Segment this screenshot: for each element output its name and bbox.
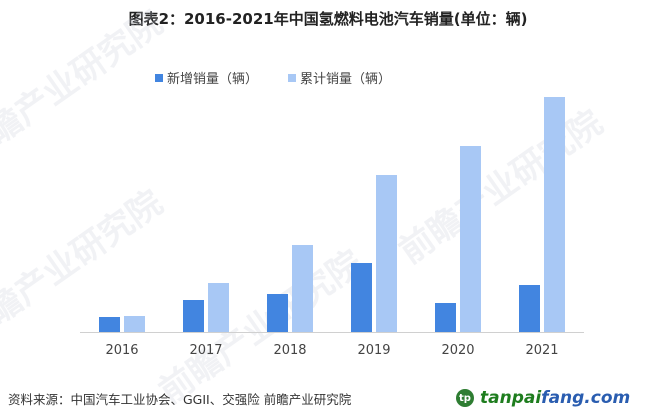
bar-new-2019	[351, 263, 372, 332]
legend-swatch-new-sales	[155, 73, 163, 82]
bar-cumulative-2020	[460, 146, 481, 332]
bar-new-2021	[519, 285, 540, 332]
x-tick-label: 2016	[105, 343, 139, 358]
bar-cumulative-2016	[124, 316, 145, 332]
x-tick-label: 2018	[273, 343, 307, 358]
legend-item-new-sales: 新增销量（辆）	[155, 68, 258, 87]
bar-new-2017	[183, 300, 204, 332]
x-axis-line	[80, 332, 584, 333]
bar-new-2016	[99, 317, 120, 332]
bar-cumulative-2021	[544, 97, 565, 332]
bar-new-2018	[267, 294, 288, 332]
tanpaifang-logo-icon: tp	[456, 389, 474, 407]
legend-item-cumulative-sales: 累计销量（辆）	[288, 68, 391, 87]
legend: 新增销量（辆） 累计销量（辆）	[155, 68, 391, 87]
chart-title: 图表2：2016-2021年中国氢燃料电池汽车销量(单位：辆)	[128, 10, 528, 28]
bar-cumulative-2019	[376, 175, 397, 332]
legend-swatch-cumulative-sales	[288, 73, 297, 82]
x-tick-label: 2021	[525, 343, 559, 358]
brand-name: tanpaifang.com	[480, 388, 631, 408]
x-tick-label: 2020	[441, 343, 475, 358]
brand-logo: tp tanpaifang.com	[456, 388, 630, 408]
bar-cumulative-2017	[208, 283, 229, 332]
legend-label-cumulative-sales: 累计销量（辆）	[300, 72, 392, 87]
x-tick-label: 2017	[189, 343, 223, 358]
plot-area	[80, 60, 584, 332]
legend-label-new-sales: 新增销量（辆）	[167, 72, 259, 87]
source-note: 资料来源：中国汽车工业协会、GGII、交强险 前瞻产业研究院	[8, 392, 352, 407]
bar-new-2020	[435, 303, 456, 332]
x-tick-label: 2019	[357, 343, 391, 358]
bar-cumulative-2018	[292, 245, 313, 332]
